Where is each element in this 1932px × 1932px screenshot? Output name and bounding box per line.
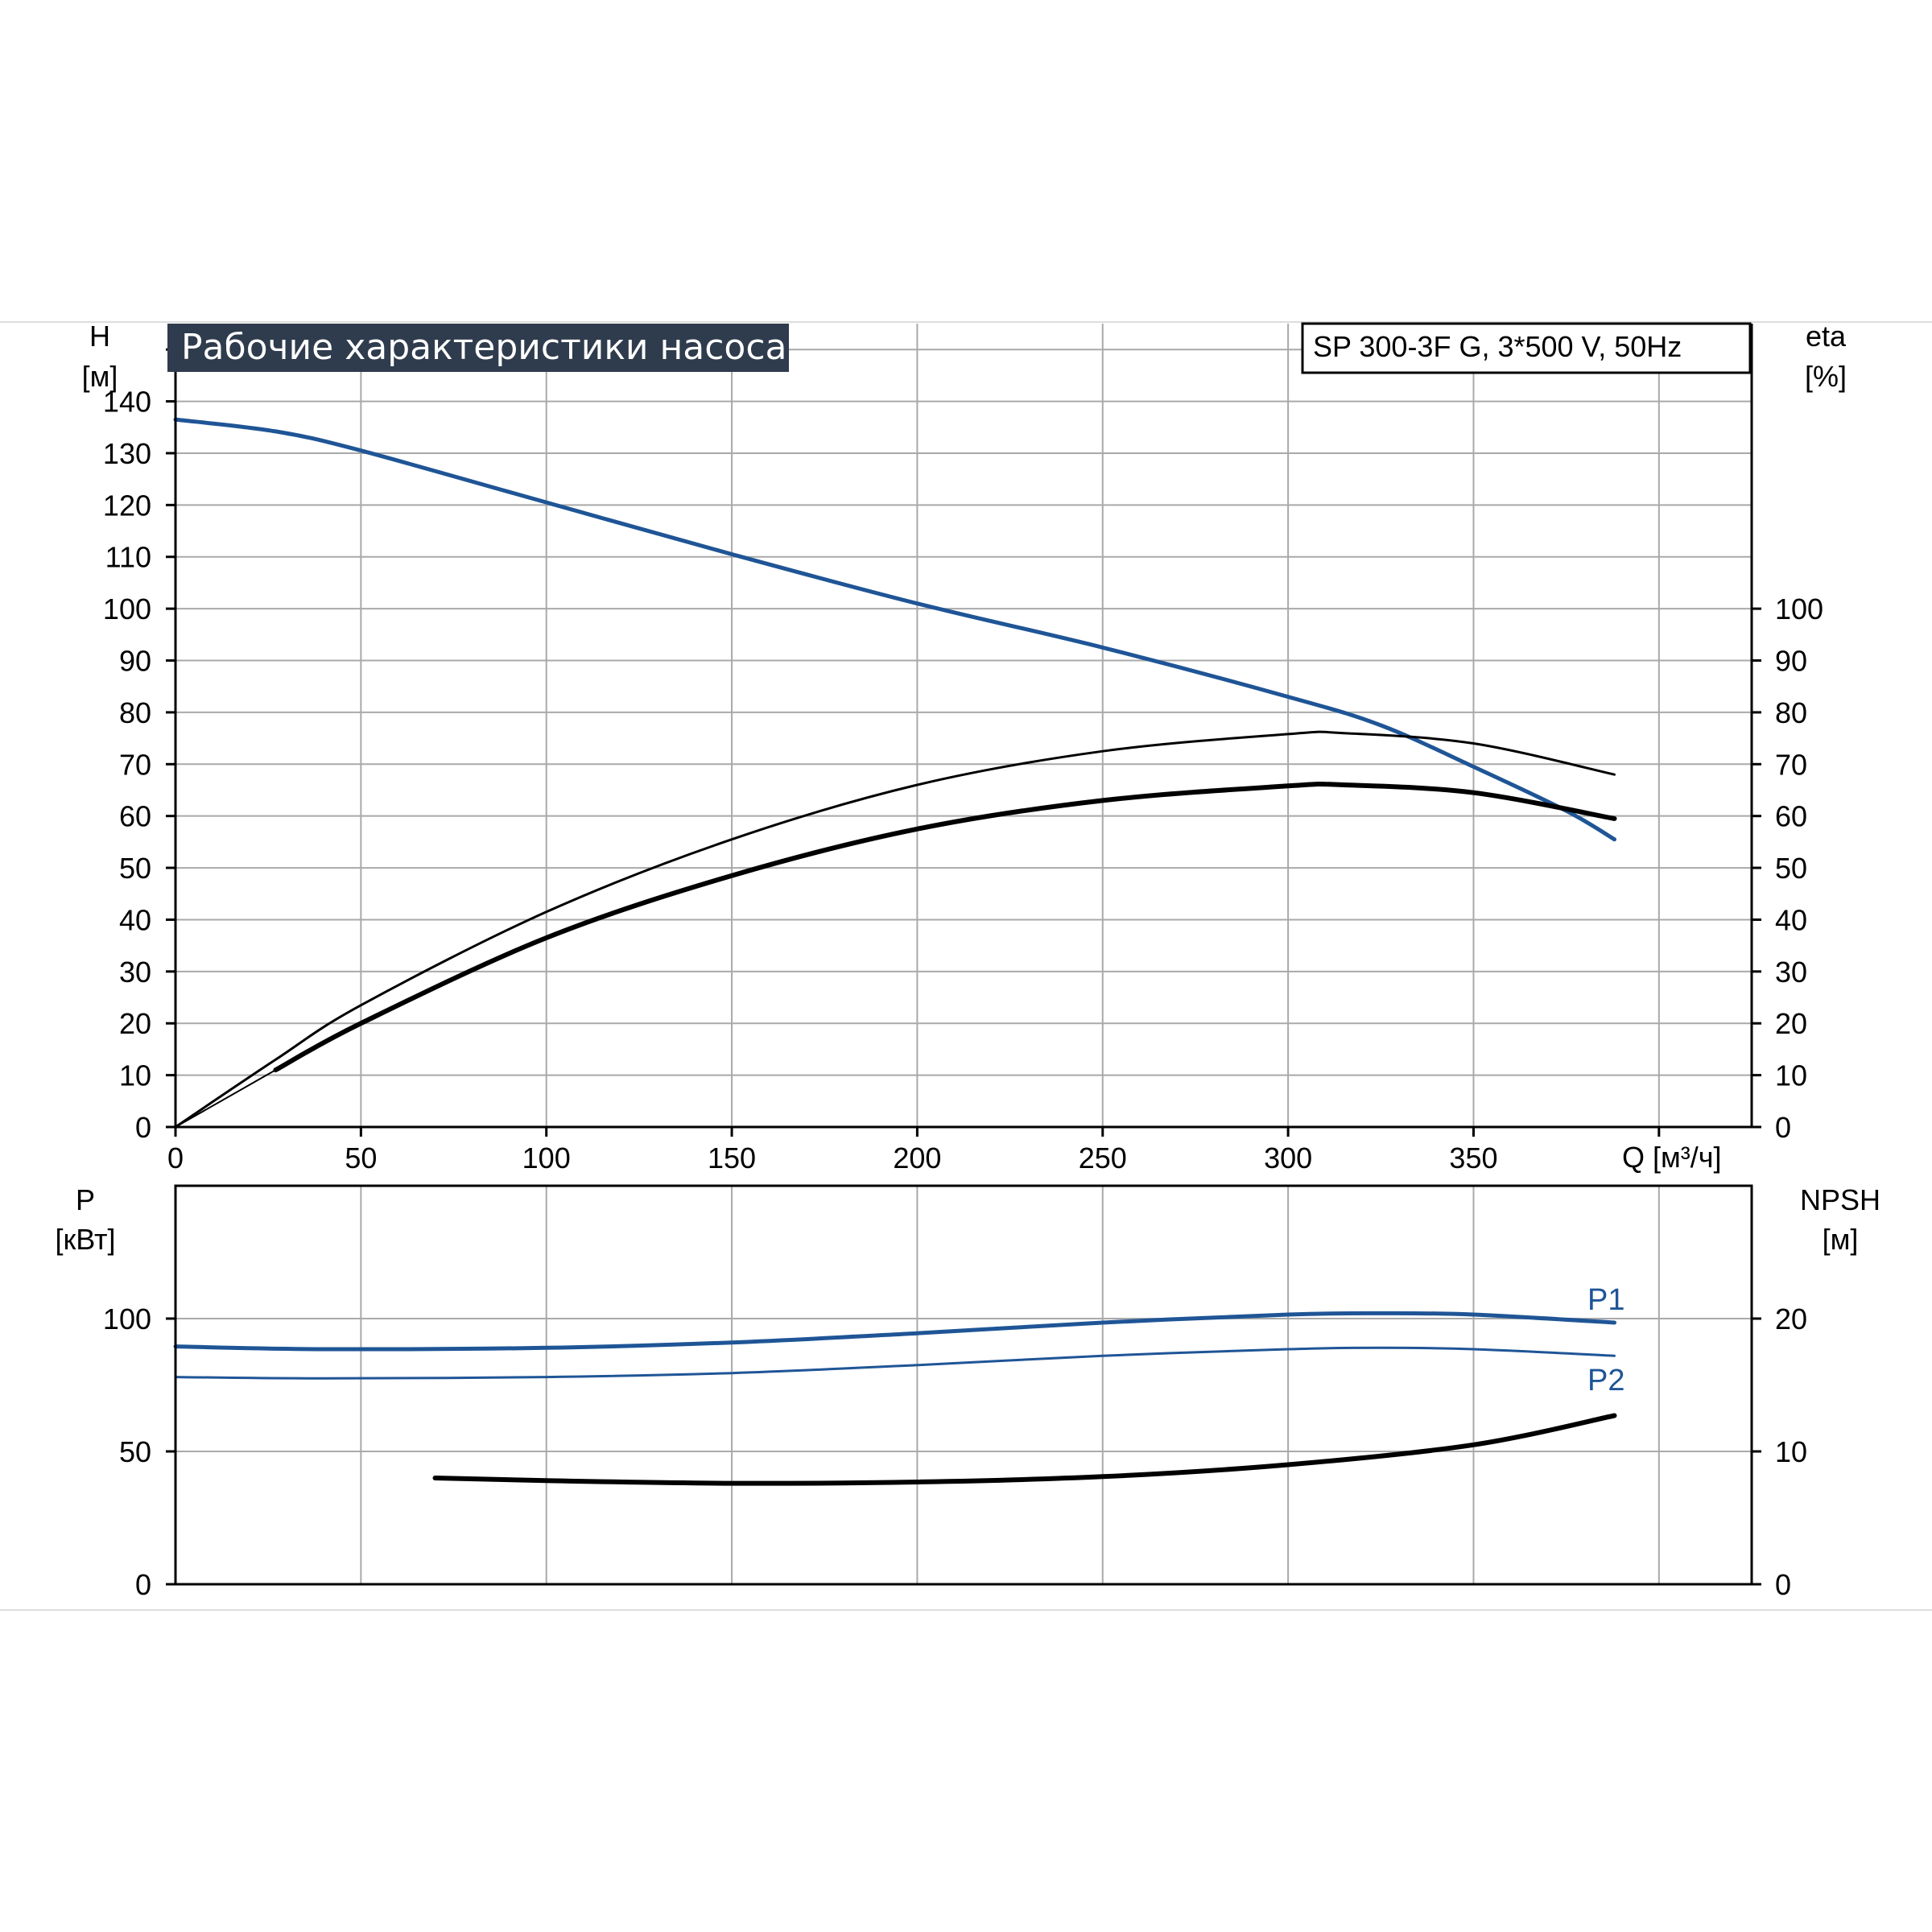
eta-tick-label: 70 [1775, 748, 1807, 781]
npsh-tick-label: 20 [1775, 1302, 1807, 1335]
npsh-axis-unit: [м] [1823, 1223, 1859, 1256]
npsh-axis-label: NPSH [1800, 1183, 1880, 1216]
chart-title: Рабочие характеристики насоса [181, 327, 786, 368]
head-tick-label: 0 [135, 1111, 151, 1144]
curve-head [173, 417, 1616, 842]
power-tick-label: 0 [135, 1568, 151, 1601]
eta-tick-label: 30 [1775, 956, 1807, 989]
head-tick-label: 120 [103, 489, 151, 522]
eta-tick-label: 100 [1775, 592, 1823, 625]
npsh-tick-label: 10 [1775, 1435, 1807, 1468]
flow-tick-label: 200 [893, 1141, 941, 1174]
eta-tick-label: 50 [1775, 852, 1807, 885]
head-tick-label: 100 [103, 592, 151, 625]
head-axis-unit: [м] [82, 360, 118, 393]
head-tick-label: 70 [119, 748, 151, 781]
flow-axis-label: Q [м³/ч] [1622, 1141, 1722, 1174]
curve-p1 [173, 1311, 1616, 1352]
curve-npsh [432, 1413, 1617, 1486]
upper-curves [173, 417, 1617, 1129]
eta-axis-unit: [%] [1805, 360, 1847, 393]
curve-p2 [174, 1346, 1616, 1380]
lower-frame [174, 1184, 1753, 1586]
eta-axis-label: eta [1806, 320, 1847, 353]
flow-tick-label: 0 [167, 1141, 184, 1174]
head-tick-label: 10 [119, 1059, 151, 1092]
eta-tick-label: 10 [1775, 1059, 1807, 1092]
head-tick-label: 40 [119, 903, 151, 936]
power-axis-label: P [76, 1183, 95, 1216]
head-tick-label: 90 [119, 645, 151, 678]
title-banner [167, 324, 789, 372]
upper-grid [175, 324, 1752, 1127]
curve-eta-pump [174, 730, 1616, 1129]
eta-tick-label: 0 [1775, 1111, 1791, 1144]
curve-eta-lead-in [175, 1069, 277, 1128]
flow-tick-label: 350 [1449, 1141, 1497, 1174]
power-tick-label: 100 [103, 1302, 151, 1335]
head-tick-label: 20 [119, 1007, 151, 1040]
eta-tick-label: 80 [1775, 696, 1807, 729]
head-tick-label: 30 [119, 956, 151, 989]
head-tick-label: 80 [119, 696, 151, 729]
tick-labels: 0102030405060708090100110120130140010203… [103, 386, 1823, 1601]
head-tick-label: 60 [119, 800, 151, 833]
power-axis-unit: [кВт] [55, 1223, 115, 1256]
model-box [1301, 322, 1752, 374]
flow-tick-label: 300 [1264, 1141, 1312, 1174]
head-tick-label: 50 [119, 852, 151, 885]
series-label-p1: P1 [1587, 1283, 1624, 1317]
lower-curves [173, 1311, 1617, 1486]
flow-tick-label: 50 [345, 1141, 377, 1174]
flow-tick-label: 150 [708, 1141, 756, 1174]
eta-tick-label: 60 [1775, 800, 1807, 833]
model-label: SP 300-3F G, 3*500 V, 50Hz [1313, 330, 1682, 363]
head-tick-label: 140 [103, 386, 151, 419]
npsh-tick-label: 0 [1775, 1568, 1791, 1601]
lower-grid [175, 1186, 1752, 1584]
head-axis-label: H [89, 320, 110, 353]
eta-tick-label: 40 [1775, 903, 1807, 936]
eta-tick-label: 90 [1775, 645, 1807, 678]
series-label-p2: P2 [1587, 1364, 1624, 1397]
head-tick-label: 110 [105, 541, 151, 574]
flow-tick-label: 250 [1079, 1141, 1127, 1174]
curve-eta-total [273, 781, 1617, 1073]
eta-tick-label: 20 [1775, 1007, 1807, 1040]
plot-frames [166, 324, 1761, 1586]
power-tick-label: 50 [119, 1435, 151, 1468]
flow-tick-label: 100 [522, 1141, 571, 1174]
head-tick-label: 130 [103, 437, 151, 470]
